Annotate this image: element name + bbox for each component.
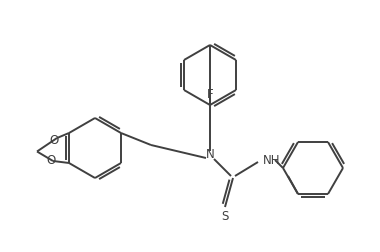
Text: O: O [46, 153, 55, 167]
Text: O: O [49, 134, 59, 146]
Text: F: F [207, 87, 213, 101]
Text: NH: NH [263, 153, 280, 167]
Text: S: S [221, 209, 229, 223]
Text: N: N [206, 148, 214, 162]
